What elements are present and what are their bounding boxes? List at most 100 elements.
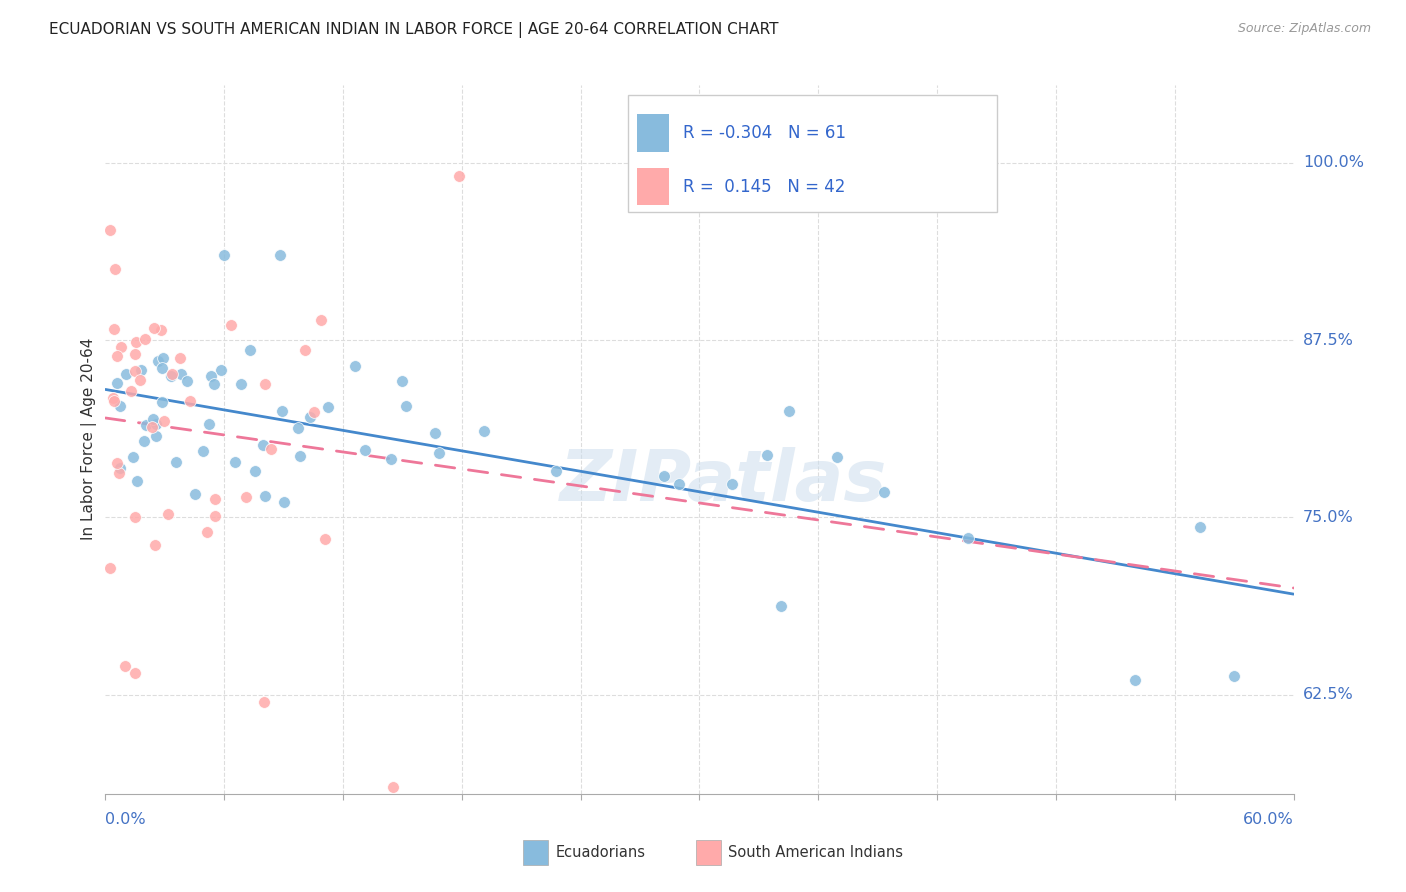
Point <box>195 524 218 539</box>
Point <box>110 340 132 354</box>
Point <box>381 780 404 794</box>
Point <box>114 659 136 673</box>
Point <box>204 491 226 506</box>
Text: 75.0%: 75.0% <box>1303 510 1354 524</box>
Point <box>145 538 167 552</box>
Point <box>122 450 145 465</box>
Point <box>253 489 276 503</box>
Point <box>873 484 896 499</box>
Point <box>1123 673 1146 688</box>
Point <box>104 262 127 277</box>
Point <box>152 361 174 376</box>
Point <box>134 332 156 346</box>
Point <box>219 318 242 332</box>
Point <box>124 347 146 361</box>
Text: 60.0%: 60.0% <box>1243 812 1294 827</box>
Y-axis label: In Labor Force | Age 20-64: In Labor Force | Age 20-64 <box>82 338 97 541</box>
Point <box>124 510 146 524</box>
Point <box>447 169 470 183</box>
Point <box>103 391 125 405</box>
Point <box>395 399 418 413</box>
Point <box>1189 520 1212 534</box>
Bar <box>637 168 669 205</box>
Point <box>354 443 377 458</box>
Point <box>778 404 800 418</box>
Point <box>380 451 402 466</box>
Point <box>120 384 142 398</box>
Point <box>153 414 176 428</box>
FancyBboxPatch shape <box>628 95 997 212</box>
Text: ZIPatlas: ZIPatlas <box>560 448 887 516</box>
Point <box>145 429 167 443</box>
Point <box>472 424 495 438</box>
Point <box>129 363 152 377</box>
Text: 87.5%: 87.5% <box>1303 333 1354 348</box>
Point <box>103 322 125 336</box>
Point <box>756 449 779 463</box>
Point <box>170 367 193 381</box>
Point <box>98 561 121 575</box>
Point <box>132 434 155 449</box>
Point <box>127 474 149 488</box>
Point <box>115 368 138 382</box>
Point <box>769 599 792 613</box>
Point <box>142 412 165 426</box>
Point <box>271 403 294 417</box>
Point <box>314 533 336 547</box>
Point <box>720 476 742 491</box>
Point <box>204 508 226 523</box>
Text: 62.5%: 62.5% <box>1303 687 1354 702</box>
Point <box>235 490 257 504</box>
Point <box>273 495 295 509</box>
Point <box>260 442 283 456</box>
Point <box>288 449 311 463</box>
Text: South American Indians: South American Indians <box>728 846 903 860</box>
Text: R =  0.145   N = 42: R = 0.145 N = 42 <box>683 178 846 195</box>
Point <box>343 359 366 373</box>
Point <box>391 374 413 388</box>
Point <box>825 450 848 464</box>
Point <box>294 343 316 358</box>
Point <box>1223 669 1246 683</box>
Point <box>229 377 252 392</box>
Point <box>427 445 450 459</box>
Point <box>183 487 205 501</box>
Point <box>150 394 173 409</box>
Point <box>239 343 262 358</box>
Point <box>108 399 131 413</box>
Point <box>105 376 128 391</box>
Point <box>956 531 979 545</box>
Point <box>316 400 339 414</box>
Point <box>128 373 150 387</box>
Point <box>224 455 246 469</box>
Point <box>179 394 201 409</box>
Point <box>252 438 274 452</box>
Point <box>209 363 232 377</box>
Point <box>299 410 322 425</box>
Text: ECUADORIAN VS SOUTH AMERICAN INDIAN IN LABOR FORCE | AGE 20-64 CORRELATION CHART: ECUADORIAN VS SOUTH AMERICAN INDIAN IN L… <box>49 22 779 38</box>
Point <box>135 417 157 432</box>
Point <box>546 464 568 478</box>
Point <box>103 393 125 408</box>
Point <box>309 313 332 327</box>
Point <box>212 247 235 261</box>
Point <box>253 376 276 391</box>
Point <box>105 456 128 470</box>
Point <box>202 377 225 392</box>
Text: Source: ZipAtlas.com: Source: ZipAtlas.com <box>1237 22 1371 36</box>
Text: Ecuadorians: Ecuadorians <box>555 846 645 860</box>
Point <box>124 666 146 681</box>
Point <box>108 466 131 480</box>
Point <box>146 354 169 368</box>
Point <box>108 461 131 475</box>
Point <box>200 368 222 383</box>
Text: 100.0%: 100.0% <box>1303 155 1364 170</box>
Point <box>287 421 309 435</box>
Point <box>198 417 221 431</box>
Point <box>245 464 267 478</box>
Point <box>145 417 167 432</box>
Point <box>152 351 174 365</box>
Point <box>124 364 146 378</box>
Bar <box>637 114 669 152</box>
Point <box>157 507 180 521</box>
